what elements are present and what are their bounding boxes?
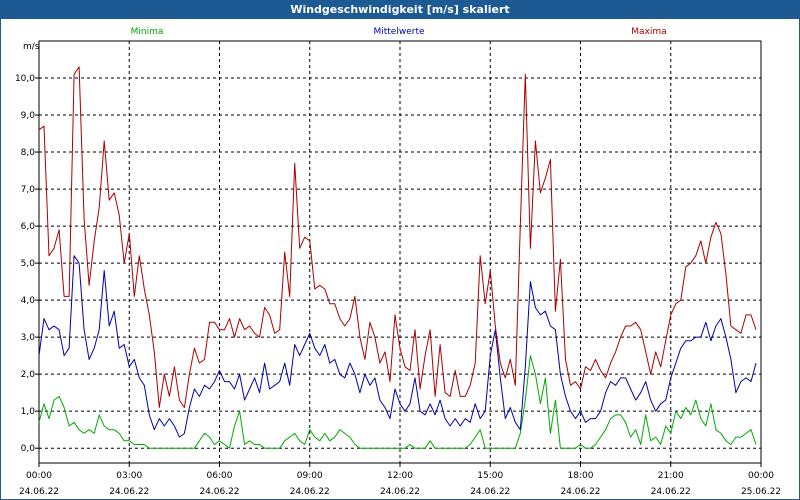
series-line-minima — [38, 355, 757, 449]
y-tick-label: 1,0 — [21, 407, 36, 417]
series-line-maxima — [38, 66, 757, 408]
y-tick-label: 3,0 — [21, 333, 36, 343]
x-tick-date-label: 24.06.22 — [19, 487, 59, 497]
x-tick-time-label: 09:00 — [297, 471, 323, 481]
y-axis-ticks: 0,0 1,0 2,0 3,0 4,0 5,0 6,0 7,0 8,0 9,0 10,0 — [15, 74, 39, 454]
series-layer — [38, 66, 757, 449]
x-tick-time-label: 15:00 — [477, 471, 503, 481]
x-tick-time-label: 21:00 — [658, 471, 684, 481]
grid-lines — [39, 41, 761, 463]
x-tick-time-label: 00:00 — [748, 471, 774, 481]
y-tick-label: 2,0 — [21, 370, 36, 380]
y-tick-label: 0,0 — [21, 444, 36, 454]
legend-item-mittelwerte: Mittelwerte — [373, 27, 424, 37]
x-tick-time-label: 03:00 — [116, 471, 142, 481]
series-line-mittelwerte — [38, 255, 757, 438]
x-tick-date-label: 24.06.22 — [651, 487, 691, 497]
x-tick-time-label: 06:00 — [207, 471, 233, 481]
x-tick-date-label: 24.06.22 — [199, 487, 239, 497]
x-tick-time-label: 18:00 — [568, 471, 594, 481]
x-tick-date-label: 24.06.22 — [380, 487, 420, 497]
y-tick-label: 10,0 — [15, 74, 35, 84]
x-tick-time-label: 00:00 — [26, 471, 52, 481]
x-tick-date-label: 24.06.22 — [470, 487, 510, 497]
y-tick-label: 4,0 — [21, 296, 36, 306]
legend-item-minima: Minima — [131, 27, 164, 37]
y-tick-label: 9,0 — [21, 111, 36, 121]
y-tick-label: 8,0 — [21, 148, 36, 158]
y-tick-label: 7,0 — [21, 185, 36, 195]
y-tick-label: 6,0 — [21, 222, 36, 232]
legend: Minima Mittelwerte Maxima — [131, 27, 667, 37]
legend-item-maxima: Maxima — [631, 27, 666, 37]
x-tick-date-label: 24.06.22 — [560, 487, 600, 497]
y-tick-label: 5,0 — [21, 259, 36, 269]
x-tick-date-label: 25.06.22 — [741, 487, 781, 497]
x-tick-date-label: 24.06.22 — [290, 487, 330, 497]
x-axis-ticks: 00:00 24.06.22 03:00 24.06.22 06:00 24.06.22 0… — [19, 463, 781, 497]
x-tick-time-label: 12:00 — [387, 471, 413, 481]
y-axis-unit-label: m/s — [23, 42, 40, 52]
chart-title: Windgeschwindigkeit [m/s] skaliert — [1, 1, 799, 19]
x-tick-date-label: 24.06.22 — [109, 487, 149, 497]
